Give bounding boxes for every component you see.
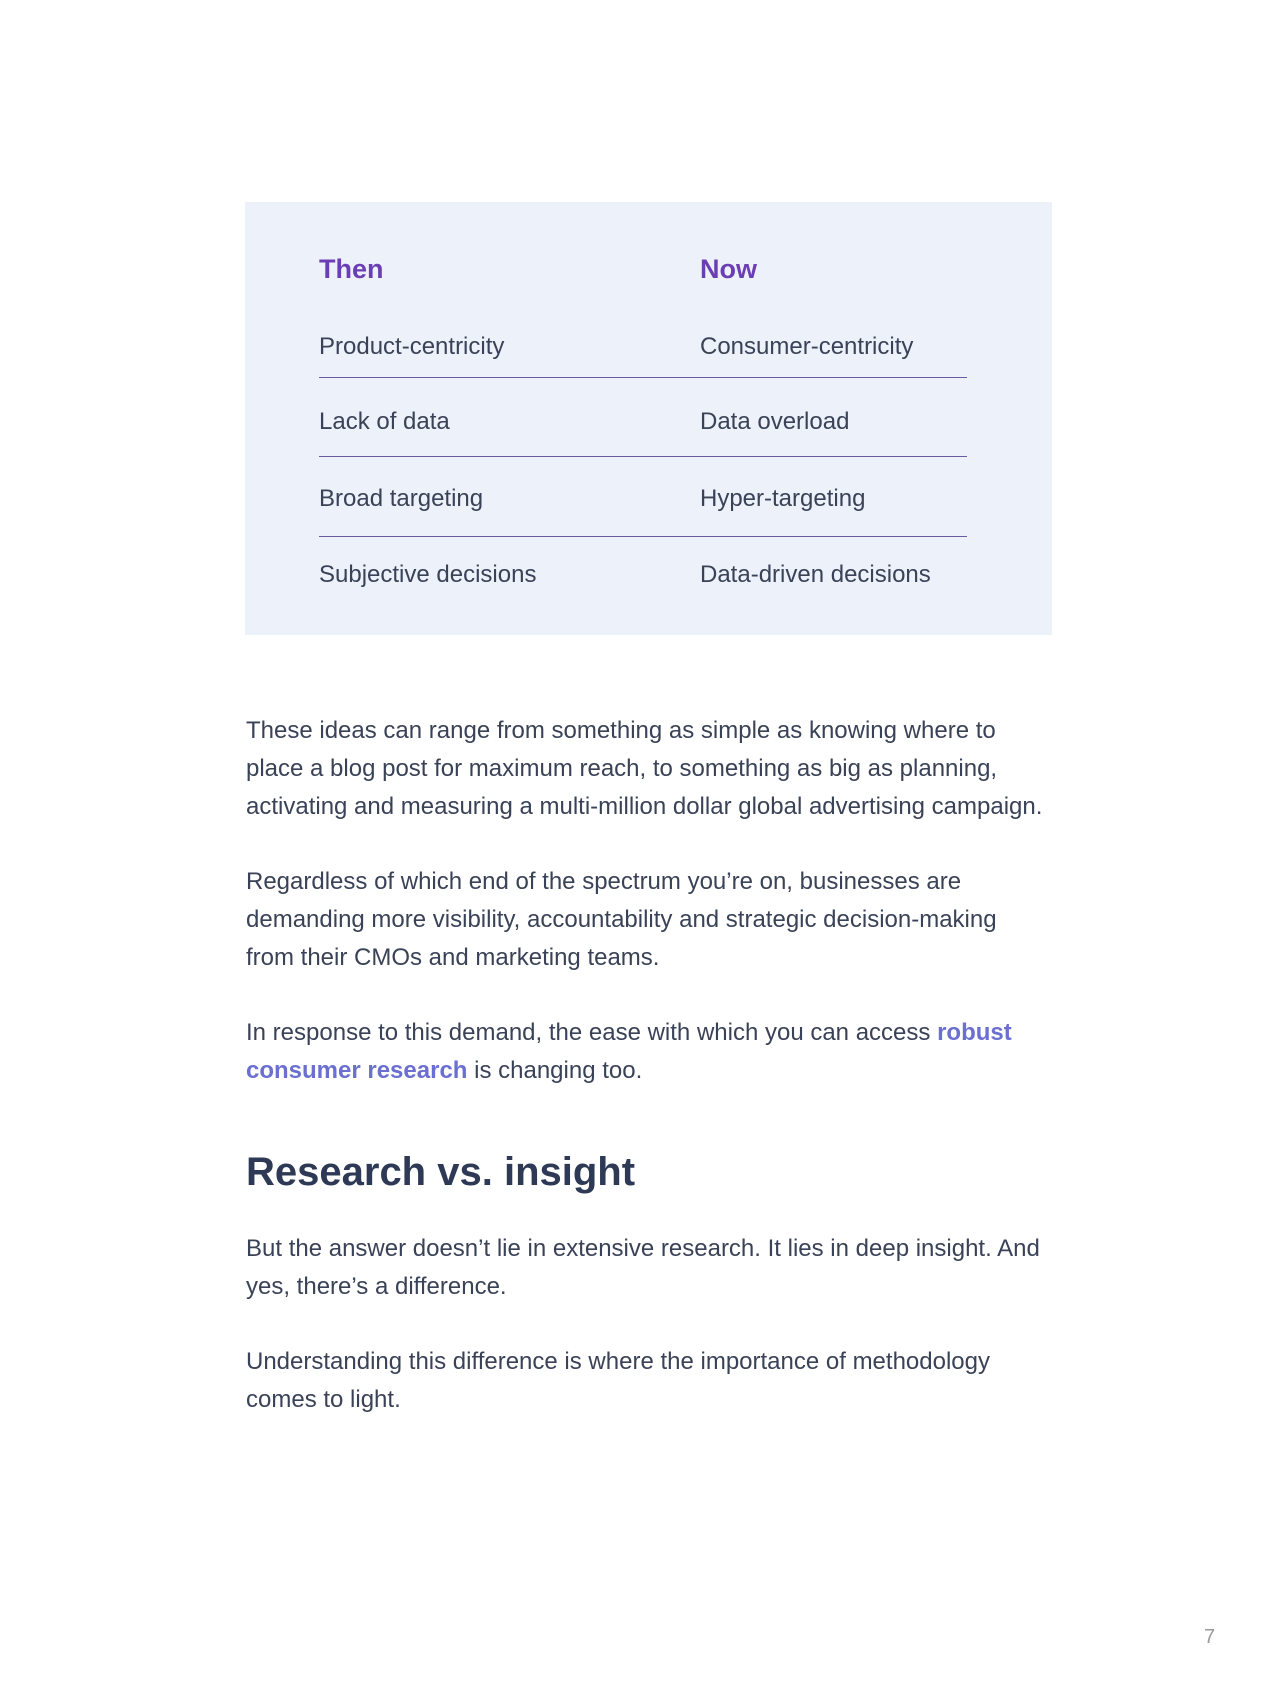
paragraph: But the answer doesn’t lie in extensive … — [246, 1235, 1040, 1300]
section-heading: Research vs. insight — [246, 1150, 636, 1194]
header-then: Then — [319, 254, 384, 284]
table-cell: Lack of data — [319, 408, 450, 435]
paragraph-text: In response to this demand, the ease wit… — [246, 1019, 938, 1046]
paragraph-text: is changing too. — [467, 1057, 643, 1084]
body-content: These ideas can range from something as … — [246, 712, 1046, 1456]
comparison-table: Then Now Product-centricity Consumer-cen… — [245, 202, 1052, 635]
table-cell: Data overload — [700, 408, 850, 435]
table-cell: Broad targeting — [319, 485, 484, 512]
table-cell: Subjective decisions — [319, 561, 537, 588]
page-number: 7 — [1204, 1626, 1216, 1648]
paragraph: These ideas can range from something as … — [246, 717, 1043, 820]
row-divider — [319, 456, 967, 457]
paragraph: Understanding this difference is where t… — [246, 1348, 990, 1413]
table-cell: Hyper-targeting — [700, 485, 866, 512]
paragraph: In response to this demand, the ease wit… — [246, 1014, 1046, 1090]
row-divider — [319, 536, 967, 537]
header-now: Now — [700, 254, 757, 284]
paragraph: Regardless of which end of the spectrum … — [246, 868, 997, 971]
consumer-research-link[interactable]: robust consumer research — [246, 1019, 1012, 1084]
table-cell: Consumer-centricity — [700, 333, 914, 360]
table-cell: Data-driven decisions — [700, 561, 931, 588]
table-cell: Product-centricity — [319, 333, 505, 360]
row-divider — [319, 377, 967, 378]
